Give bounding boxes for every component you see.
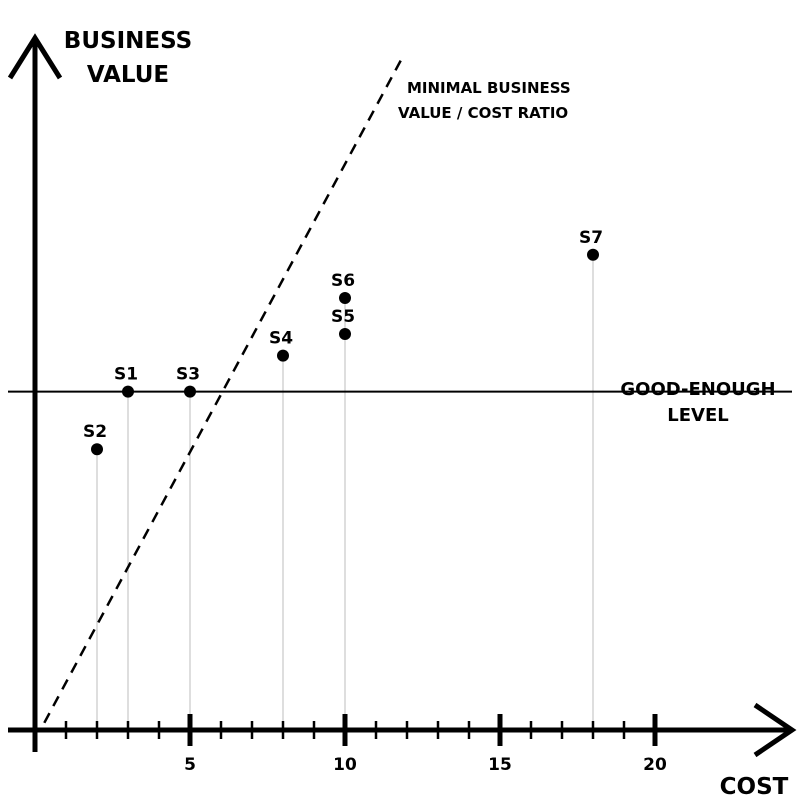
drop-lines [96,254,594,730]
x-axis-arrow [753,702,797,758]
x-tick-label: 15 [488,755,512,775]
x-ticks: 5 10 15 20 [64,714,667,775]
y-axis-label-line2: VALUE [87,62,169,88]
point-label-s4: S4 [269,329,293,349]
x-tick-label: 10 [333,755,357,775]
point-label-s7: S7 [579,228,603,248]
point-s4 [277,349,289,362]
good-enough-label-line1: GOOD-ENOUGH [620,379,775,400]
x-tick-label: 20 [643,755,667,775]
point-s2 [91,443,103,456]
y-axis-arrow [7,33,63,80]
data-points: S1 S2 S3 S4 S5 S6 S7 [83,228,603,456]
axes [7,33,797,758]
point-label-s6: S6 [331,271,355,291]
point-s1 [122,385,134,398]
point-s3 [184,385,196,398]
point-s6 [339,292,351,304]
point-label-s3: S3 [176,365,200,385]
x-tick-label: 5 [184,755,196,775]
point-label-s1: S1 [114,365,138,385]
point-s5 [339,328,351,340]
point-s7 [587,248,599,261]
ratio-line-label-line1: MINIMAL BUSINESS [407,79,571,97]
point-label-s2: S2 [83,422,107,442]
x-axis-label: COST [720,774,789,800]
good-enough-label-line2: LEVEL [667,405,728,426]
point-label-s5: S5 [331,307,355,327]
ratio-line-label-line2: VALUE / COST RATIO [398,104,568,122]
y-axis-label-line1: BUSINESS [64,28,192,54]
